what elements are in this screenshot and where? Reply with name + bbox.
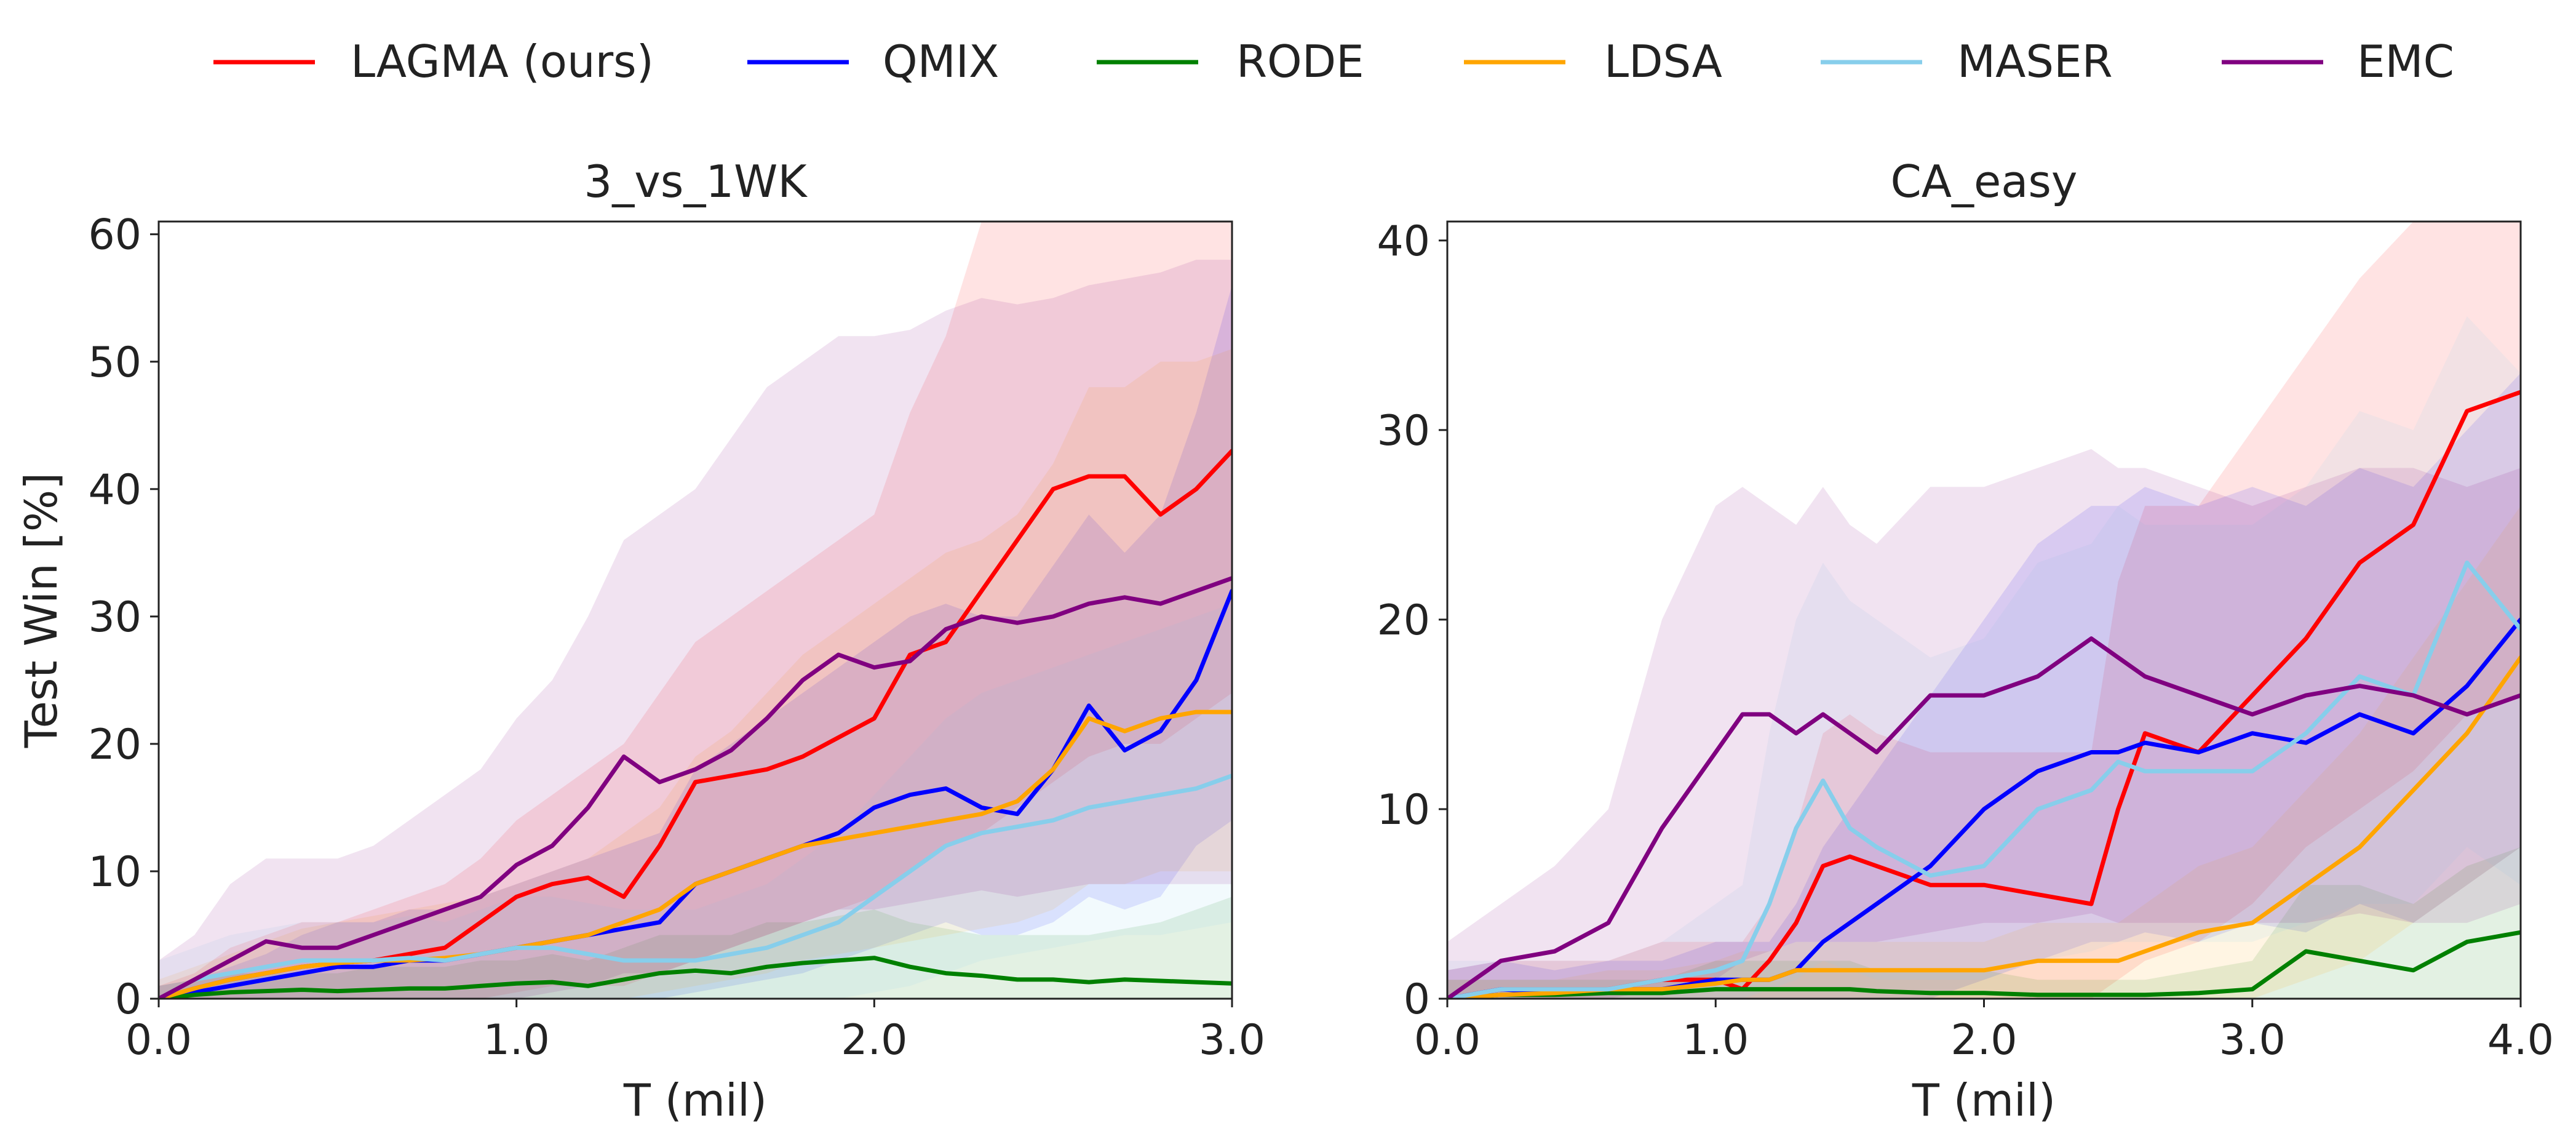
legend-item-emc: EMC — [2222, 36, 2454, 87]
y-tick-label: 10 — [1377, 786, 1430, 834]
x-tick-label: 1.0 — [1682, 1016, 1749, 1065]
band-rode — [1447, 847, 2521, 999]
chart-title: CA_easy — [1890, 156, 2077, 207]
legend-label: RODE — [1236, 36, 1364, 87]
x-tick-label: 2.0 — [1950, 1016, 2017, 1065]
series-line-emc — [1447, 636, 2521, 999]
series-line-emc — [159, 576, 1232, 999]
x-tick-label: 4.0 — [2487, 1016, 2554, 1065]
x-tick-label: 1.0 — [483, 1016, 550, 1065]
legend-label: LDSA — [1604, 36, 1722, 87]
band-maser — [1447, 316, 2521, 999]
x-tick-label: 3.0 — [2219, 1016, 2286, 1065]
y-tick-label: 20 — [88, 721, 141, 769]
series-line-rode — [1447, 930, 2521, 999]
y-tick-label: 60 — [88, 211, 141, 260]
panel-ca-easy: 0 10 20 30 40 0.0 1.0 2.0 3.0 4.0 CA_easy T (mil) — [1377, 156, 2554, 1126]
x-tick-label: 0.0 — [125, 1016, 192, 1065]
legend-label: EMC — [2357, 36, 2454, 87]
band-qmix — [1447, 373, 2521, 999]
chart-title: 3_vs_1WK — [584, 156, 808, 207]
y-axis-label: Test Win [%] — [15, 473, 67, 748]
band-qmix — [159, 285, 1232, 999]
y-tick-label: 30 — [88, 593, 141, 642]
x-axis-label: T (mil) — [623, 1074, 767, 1126]
y-tick-label: 50 — [88, 338, 141, 387]
x-tick-label: 0.0 — [1414, 1016, 1481, 1065]
axes-frame — [157, 220, 1233, 1000]
y-tick-label: 0 — [1404, 975, 1430, 1024]
band-lagma-ours — [159, 222, 1232, 999]
band-maser — [159, 604, 1232, 999]
series-line-ldsa — [1447, 655, 2521, 999]
x-tick-label: 3.0 — [1199, 1016, 1265, 1065]
panel-3-vs-1wk: 0 10 20 30 40 50 60 0.0 1.0 2.0 3.0 3_vs_1WK T (mil)… — [15, 156, 1265, 1126]
legend-item-lagma-ours: LAGMA (ours) — [213, 36, 654, 87]
band-emc — [1447, 449, 2521, 999]
legend-item-rode: RODE — [1097, 36, 1364, 87]
band-lagma-ours — [1447, 222, 2521, 999]
band-ldsa — [1447, 506, 2521, 999]
y-tick-label: 0 — [115, 975, 141, 1024]
legend-label: MASER — [1957, 36, 2113, 87]
series-line-ldsa — [159, 709, 1232, 999]
x-tick-label: 2.0 — [841, 1016, 907, 1065]
legend-item-maser: MASER — [1821, 36, 2113, 87]
y-tick-label: 10 — [88, 848, 141, 897]
y-tick-label: 40 — [88, 466, 141, 514]
legend-label: LAGMA (ours) — [351, 36, 654, 87]
y-tick-label: 40 — [1377, 217, 1430, 266]
y-tick-label: 20 — [1377, 596, 1430, 645]
plot-area — [159, 222, 1232, 999]
plot-area — [1447, 222, 2521, 999]
legend-label: QMIX — [883, 36, 999, 87]
band-emc — [159, 260, 1232, 999]
legend-item-qmix: QMIX — [747, 36, 999, 87]
legend: LAGMA (ours) QMIX RODE LDSA MASER EMC — [213, 36, 2454, 87]
series-line-maser — [159, 773, 1232, 999]
x-axis-label: T (mil) — [1912, 1074, 2056, 1126]
series-line-maser — [1447, 561, 2521, 999]
legend-item-ldsa: LDSA — [1464, 36, 1722, 87]
band-ldsa — [159, 349, 1232, 999]
series-line-rode — [159, 956, 1232, 999]
y-tick-label: 30 — [1377, 407, 1430, 455]
